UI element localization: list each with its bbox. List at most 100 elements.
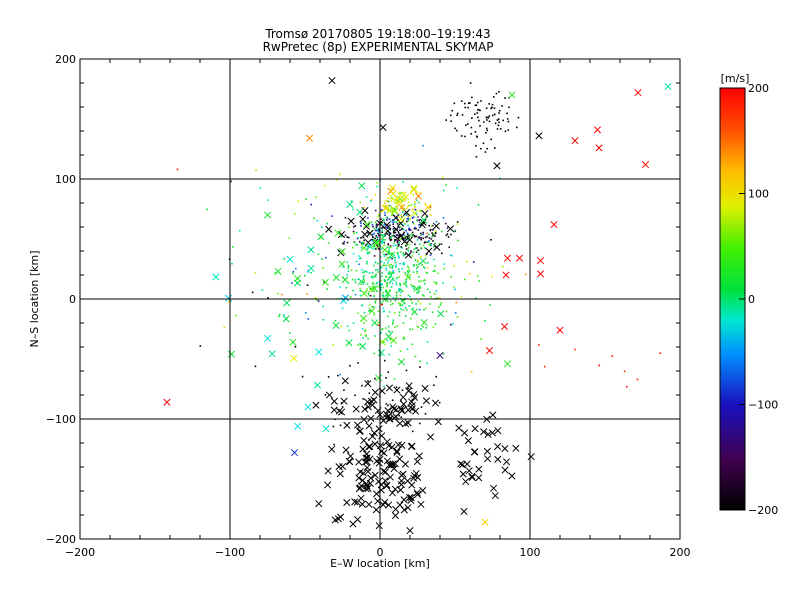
data-point-x bbox=[371, 471, 379, 479]
data-point-dot bbox=[391, 278, 394, 281]
data-point-x bbox=[304, 403, 312, 411]
data-point-dot bbox=[425, 271, 428, 274]
data-point-dot bbox=[371, 272, 374, 274]
data-point-dot bbox=[345, 286, 348, 289]
x-mark-stroke bbox=[375, 477, 383, 485]
x-mark-stroke bbox=[375, 522, 383, 530]
data-point-dot bbox=[364, 333, 367, 336]
data-point-dot bbox=[445, 119, 447, 121]
data-point-dot bbox=[391, 331, 394, 333]
x-mark-stroke bbox=[357, 482, 365, 490]
data-point-x bbox=[357, 494, 365, 502]
x-mark-stroke bbox=[595, 144, 603, 152]
data-point-dot bbox=[431, 235, 433, 238]
data-point-dot bbox=[254, 365, 257, 368]
x-mark-stroke bbox=[361, 206, 369, 215]
data-point-dot bbox=[366, 251, 369, 254]
data-point-dot bbox=[364, 270, 367, 272]
data-point-x bbox=[405, 382, 413, 390]
x-mark-stroke bbox=[468, 473, 476, 482]
data-point-dot bbox=[360, 247, 363, 249]
data-point-dot bbox=[335, 179, 338, 181]
data-point-x bbox=[464, 437, 472, 445]
data-point-x bbox=[379, 123, 387, 131]
data-point-dot bbox=[501, 265, 504, 268]
data-point-dot bbox=[389, 266, 391, 269]
x-mark-stroke bbox=[315, 500, 323, 508]
x-mark-stroke bbox=[400, 400, 408, 408]
x-mark-stroke bbox=[304, 403, 312, 411]
data-point-dot bbox=[422, 231, 424, 234]
x-mark-stroke bbox=[343, 498, 351, 507]
data-point-x bbox=[313, 381, 322, 389]
data-point-dot bbox=[430, 225, 433, 227]
data-point-dot bbox=[392, 277, 394, 280]
data-point-dot bbox=[405, 245, 407, 247]
x-mark-stroke bbox=[481, 518, 489, 526]
data-point-x bbox=[227, 350, 236, 358]
data-point-dot bbox=[468, 272, 471, 275]
data-point-dot bbox=[235, 314, 238, 317]
x-mark-stroke bbox=[396, 419, 404, 427]
data-point-dot bbox=[303, 274, 306, 277]
data-point-dot bbox=[441, 230, 443, 233]
data-point-dot bbox=[479, 125, 481, 127]
data-point-dot bbox=[367, 337, 369, 340]
data-point-dot bbox=[486, 147, 489, 150]
data-point-dot bbox=[382, 310, 385, 313]
data-point-dot bbox=[502, 119, 504, 122]
x-mark-stroke bbox=[332, 273, 340, 282]
data-point-x bbox=[396, 419, 404, 427]
data-point-dot bbox=[361, 384, 363, 387]
data-point-dot bbox=[415, 227, 417, 230]
data-point-dot bbox=[400, 416, 403, 419]
data-point-x bbox=[370, 429, 378, 437]
data-point-dot bbox=[423, 308, 425, 311]
data-point-dot bbox=[438, 401, 441, 404]
data-point-dot bbox=[429, 204, 432, 207]
x-mark-stroke bbox=[535, 132, 543, 140]
data-point-x bbox=[392, 214, 400, 222]
x-mark-stroke bbox=[387, 461, 395, 469]
data-point-dot bbox=[340, 235, 343, 238]
x-mark-stroke bbox=[480, 428, 488, 436]
data-point-dot bbox=[430, 296, 432, 298]
data-point-dot bbox=[346, 236, 349, 238]
data-point-dot bbox=[374, 335, 376, 337]
data-point-dot bbox=[410, 192, 412, 195]
x-mark-stroke bbox=[332, 321, 340, 330]
data-point-dot bbox=[464, 135, 466, 138]
x-tick-label: −100 bbox=[215, 546, 245, 559]
data-point-x bbox=[436, 351, 444, 359]
x-mark-stroke bbox=[360, 244, 368, 252]
data-point-x bbox=[475, 465, 483, 473]
data-point-dot bbox=[375, 235, 378, 237]
x-mark-stroke bbox=[268, 350, 276, 358]
data-point-x bbox=[358, 500, 366, 508]
data-point-dot bbox=[349, 296, 352, 298]
data-point-dot bbox=[384, 223, 386, 225]
data-point-dot bbox=[353, 225, 355, 228]
data-point-dot bbox=[380, 286, 382, 289]
data-point-dot bbox=[418, 276, 420, 278]
data-point-x bbox=[383, 481, 391, 489]
x-mark-stroke bbox=[366, 242, 374, 251]
x-mark-stroke bbox=[419, 486, 427, 494]
data-point-dot bbox=[417, 291, 420, 294]
data-point-dot bbox=[470, 132, 473, 135]
x-mark-stroke bbox=[362, 454, 370, 462]
x-mark-stroke bbox=[389, 184, 397, 192]
data-point-dot bbox=[484, 319, 486, 322]
data-point-dot bbox=[389, 331, 391, 334]
data-point-dot bbox=[341, 307, 344, 310]
x-mark-stroke bbox=[305, 134, 314, 142]
data-point-dot bbox=[395, 244, 397, 247]
x-mark-stroke bbox=[414, 473, 422, 481]
data-point-x bbox=[337, 513, 345, 521]
data-point-dot bbox=[377, 234, 380, 236]
data-point-dot bbox=[395, 294, 398, 297]
x-mark-stroke bbox=[410, 390, 418, 399]
data-point-dot bbox=[288, 237, 291, 239]
data-point-dot bbox=[417, 229, 420, 231]
data-point-dot bbox=[362, 281, 364, 284]
